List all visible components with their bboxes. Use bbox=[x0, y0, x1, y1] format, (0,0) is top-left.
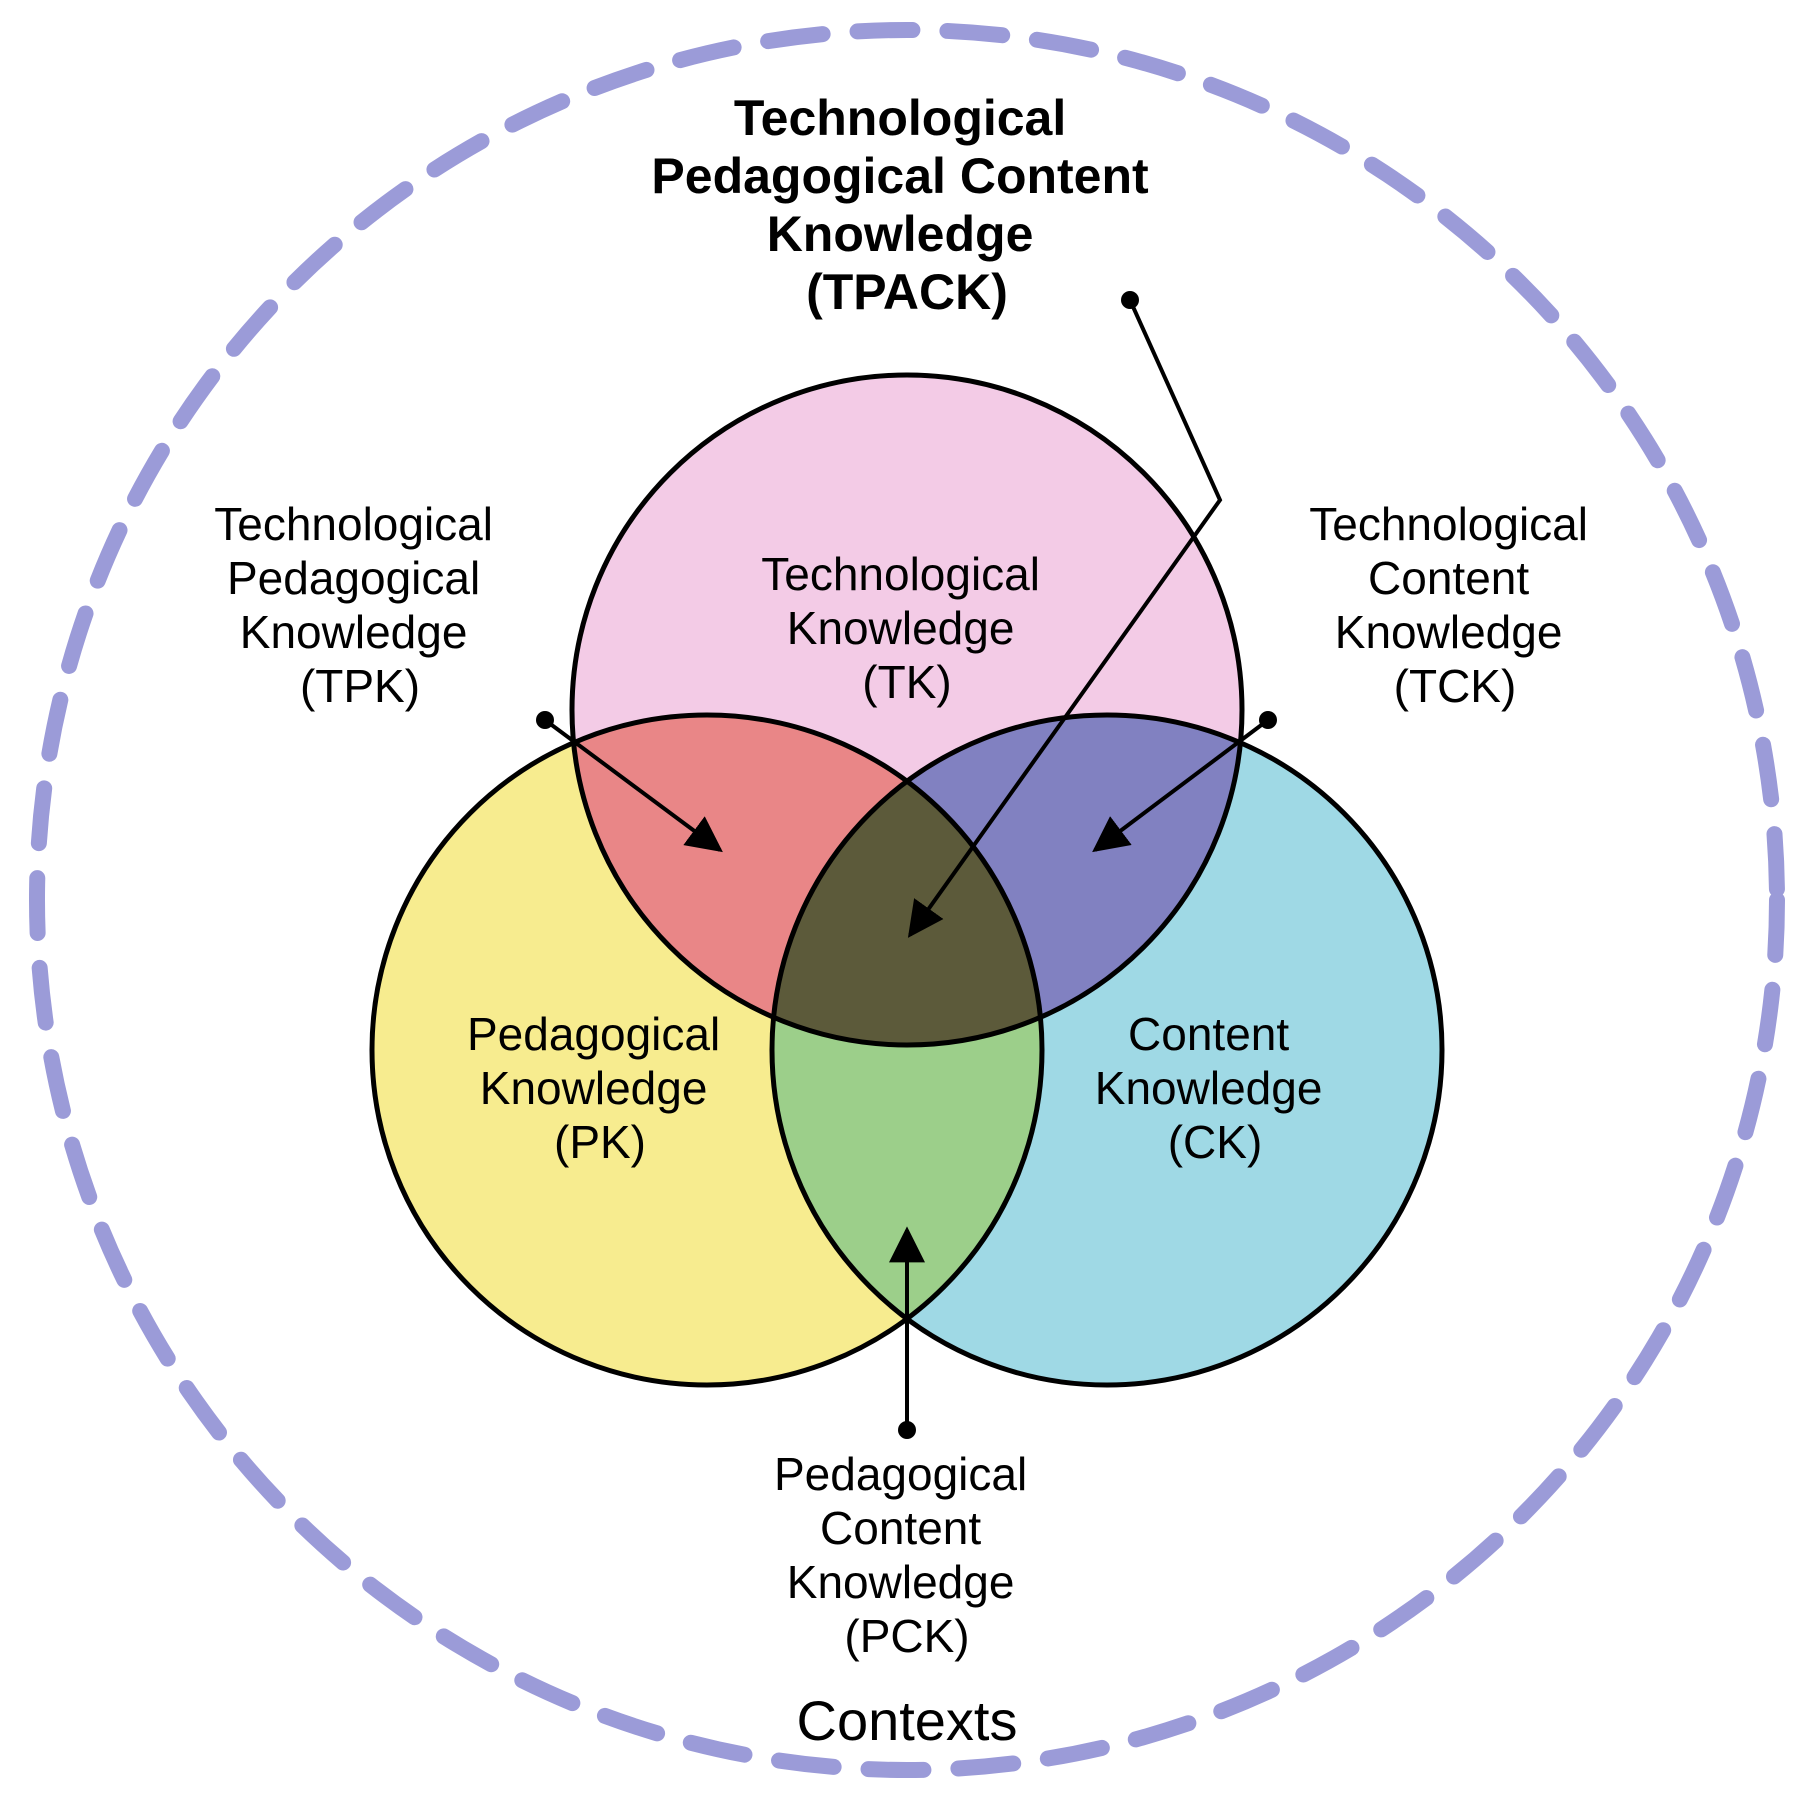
label-tpack-title: Technological Pedagogical Content Knowle… bbox=[651, 90, 1162, 320]
label-tpk-annot: Technological Pedagogical Knowledge (TPK… bbox=[214, 498, 506, 712]
label-tck-annot: Technological Content Knowledge (TCK) bbox=[1309, 498, 1601, 712]
tpack-diagram: Technological Knowledge (TK) Pedagogical… bbox=[0, 0, 1815, 1815]
label-pck-annot: Pedagogical Content Knowledge (PCK) bbox=[774, 1448, 1040, 1662]
label-contexts: Contexts bbox=[797, 1689, 1018, 1752]
